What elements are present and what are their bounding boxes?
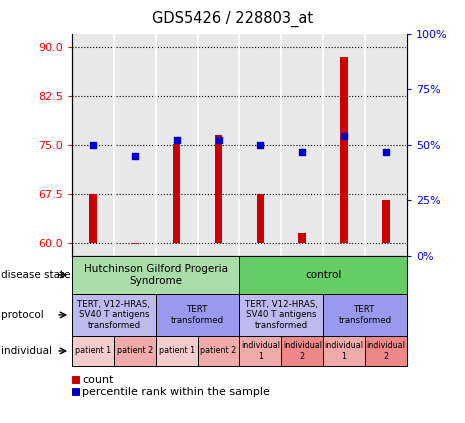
Bar — [198, 336, 239, 366]
Text: individual
2: individual 2 — [283, 341, 322, 361]
Point — [299, 148, 306, 155]
Point — [173, 137, 180, 144]
Bar — [72, 388, 79, 396]
Point — [382, 148, 390, 155]
Bar — [156, 336, 198, 366]
Bar — [239, 336, 281, 366]
Point — [215, 137, 222, 144]
Bar — [365, 336, 407, 366]
Bar — [257, 194, 264, 243]
Text: count: count — [82, 375, 113, 385]
Text: TERT
transformed: TERT transformed — [171, 305, 224, 324]
Point — [89, 141, 97, 148]
Text: control: control — [305, 270, 341, 280]
Bar — [382, 201, 390, 243]
Bar — [239, 294, 323, 336]
Bar — [323, 336, 365, 366]
Text: individual
2: individual 2 — [366, 341, 405, 361]
Bar — [323, 294, 407, 336]
Text: percentile rank within the sample: percentile rank within the sample — [82, 387, 270, 397]
Text: patient 1: patient 1 — [159, 346, 195, 355]
Text: individual
1: individual 1 — [325, 341, 364, 361]
Bar — [156, 294, 239, 336]
Text: protocol: protocol — [1, 310, 44, 320]
Text: TERT
transformed: TERT transformed — [339, 305, 392, 324]
Bar — [173, 143, 180, 243]
Text: Hutchinson Gilford Progeria
Syndrome: Hutchinson Gilford Progeria Syndrome — [84, 264, 228, 286]
Bar — [72, 376, 79, 383]
Bar — [72, 336, 114, 366]
Text: individual
1: individual 1 — [241, 341, 280, 361]
Text: patient 1: patient 1 — [75, 346, 111, 355]
Text: TERT, V12-HRAS,
SV40 T antigens
transformed: TERT, V12-HRAS, SV40 T antigens transfor… — [78, 300, 150, 330]
Text: patient 2: patient 2 — [117, 346, 153, 355]
Bar — [131, 243, 139, 244]
Bar — [215, 135, 222, 243]
Bar — [89, 194, 97, 243]
Text: individual: individual — [1, 346, 52, 356]
Text: TERT, V12-HRAS,
SV40 T antigens
transformed: TERT, V12-HRAS, SV40 T antigens transfor… — [245, 300, 318, 330]
Bar — [281, 336, 323, 366]
Bar — [239, 256, 407, 294]
Point — [257, 141, 264, 148]
Point — [131, 153, 139, 159]
Text: patient 2: patient 2 — [200, 346, 237, 355]
Text: GDS5426 / 228803_at: GDS5426 / 228803_at — [152, 11, 313, 27]
Bar — [72, 256, 239, 294]
Bar — [340, 57, 348, 243]
Bar — [72, 294, 156, 336]
Text: disease state: disease state — [1, 270, 71, 280]
Point — [340, 132, 348, 139]
Bar — [114, 336, 156, 366]
Bar — [299, 233, 306, 243]
